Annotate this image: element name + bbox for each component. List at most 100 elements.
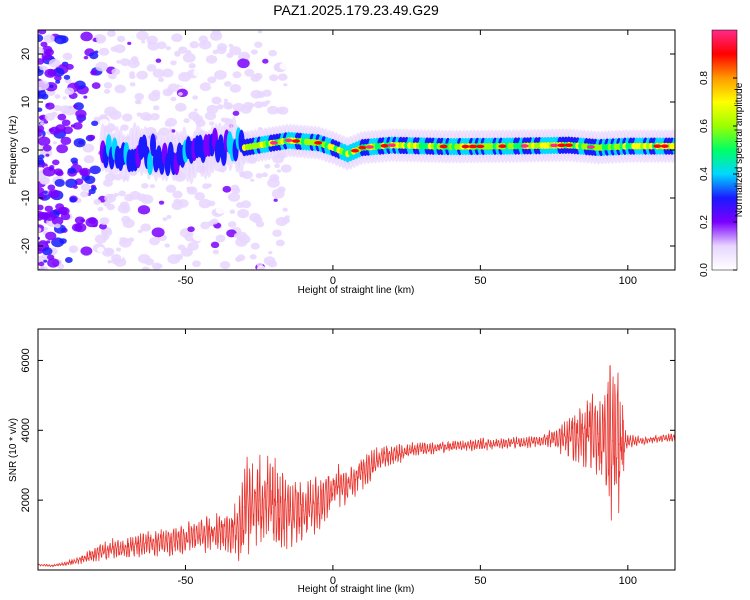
spectral-noise-mark [137, 254, 151, 264]
spectral-noise-mark [250, 242, 260, 250]
spectral-noise-mark [91, 120, 99, 127]
spectral-noise-mark [193, 108, 198, 112]
spectral-noise-mark [89, 165, 101, 175]
spectral-noise-mark [129, 82, 136, 87]
spectral-noise-mark [45, 153, 50, 157]
colorbar-tick-label: 0.6 [699, 119, 710, 133]
spectral-noise-mark [198, 198, 212, 209]
spectral-noise-mark [113, 192, 119, 197]
spectral-noise-mark [47, 184, 56, 191]
spectral-noise-mark [198, 39, 212, 50]
spectral-noise-mark [47, 258, 60, 268]
colorbar-label: Normalized spectral amplitude [734, 82, 745, 217]
spectral-noise-mark [69, 197, 77, 203]
spectral-noise-mark [229, 209, 236, 214]
spectral-noise-mark [190, 254, 198, 261]
snr-data-point [199, 534, 201, 536]
spectral-noise-mark [107, 260, 113, 264]
spectral-noise-mark [67, 167, 76, 174]
spectral-noise-mark [45, 102, 55, 110]
spectral-noise-mark [250, 178, 255, 182]
spectral-noise-mark [236, 254, 246, 261]
spectral-noise-mark [72, 122, 83, 130]
snr-data-point [273, 506, 275, 508]
spectral-noise-mark [49, 84, 54, 88]
spectral-noise-mark [146, 64, 157, 72]
spectral-noise-mark [232, 110, 240, 116]
snr-data-point [582, 433, 585, 435]
snr-data-point [494, 443, 496, 445]
spectral-peak-mark [358, 145, 367, 150]
spectral-noise-mark [119, 58, 131, 67]
spectral-noise-mark [60, 136, 72, 146]
spectral-noise-mark [68, 107, 78, 115]
spectral-peak-mark [365, 145, 374, 149]
spectral-noise-mark [229, 46, 242, 56]
snr-data-point [523, 441, 526, 444]
x-tick-label: -50 [178, 275, 194, 287]
spectral-band-mark [147, 151, 154, 175]
spectral-peak-mark [439, 144, 448, 149]
spectral-noise-mark [202, 183, 210, 190]
spectral-noise-mark [118, 190, 126, 197]
spectral-noise-mark [167, 254, 181, 265]
spectral-noise-mark [283, 83, 288, 87]
spectral-noise-mark [170, 60, 177, 66]
spectral-peak-mark [461, 144, 470, 149]
y-tick-label: 2000 [20, 488, 32, 512]
spectral-noise-mark [250, 49, 258, 55]
spectral-noise-mark [192, 95, 199, 100]
snr-data-point [656, 438, 658, 440]
spectral-noise-mark [134, 99, 141, 105]
spectral-noise-mark [215, 206, 225, 215]
spectral-noise-mark [223, 101, 229, 105]
spectral-noise-mark [189, 41, 200, 49]
spectral-noise-mark [136, 193, 148, 202]
spectral-noise-mark [40, 93, 49, 100]
spectral-noise-mark [55, 203, 65, 211]
spectral-noise-mark [200, 221, 211, 230]
spectral-noise-mark [223, 98, 228, 102]
spectrogram-y-ticks: -20 -10 0 10 20 [20, 48, 675, 254]
spectral-noise-mark [43, 34, 55, 43]
spectral-noise-mark [152, 68, 165, 78]
spectral-noise-mark [79, 167, 91, 177]
spectral-noise-mark [179, 46, 185, 51]
spectral-noise-mark [252, 216, 263, 224]
spectral-noise-mark [216, 43, 228, 51]
snr-data-point [465, 445, 467, 447]
spectral-noise-mark [193, 68, 204, 77]
spectral-noise-mark [256, 265, 266, 270]
spectral-noise-mark [129, 74, 136, 80]
snr-data-point [627, 440, 629, 442]
spectral-noise-mark [272, 245, 281, 252]
spectral-noise-mark [114, 84, 126, 94]
spectral-noise-mark [121, 113, 133, 122]
spectral-noise-mark [59, 238, 67, 244]
spectral-noise-mark [165, 184, 177, 193]
snr-data-point [406, 450, 408, 452]
spectral-noise-mark [43, 227, 48, 231]
snr-data-point [361, 471, 363, 473]
spectral-noise-mark [38, 132, 42, 137]
spectral-noise-mark [275, 239, 285, 247]
spectral-noise-mark [73, 104, 78, 108]
spectral-noise-mark [279, 62, 289, 70]
colorbar-tick-label: 0.8 [699, 71, 710, 85]
spectral-noise-mark [178, 92, 183, 96]
snr-x-ticks: -50 0 50 100 [178, 329, 637, 587]
spectral-noise-mark [64, 87, 75, 96]
spectral-noise-mark [199, 82, 212, 92]
spectral-noise-mark [273, 198, 278, 202]
spectral-noise-mark [186, 186, 198, 195]
spectral-noise-mark [242, 53, 251, 60]
snr-data-point [229, 530, 231, 533]
spectral-noise-mark [99, 119, 109, 127]
spectral-noise-mark [150, 113, 160, 121]
spectral-noise-mark [268, 250, 273, 255]
spectral-noise-mark [210, 241, 220, 249]
spectral-noise-mark [93, 198, 102, 205]
spectral-noise-mark [97, 193, 101, 197]
spectral-noise-mark [59, 105, 71, 114]
spectral-noise-mark [64, 257, 73, 264]
